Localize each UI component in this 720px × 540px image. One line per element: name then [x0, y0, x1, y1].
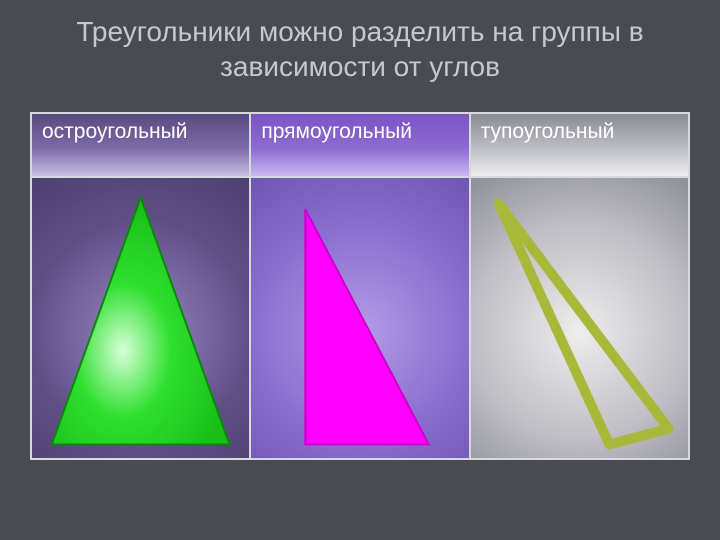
col-header-obtuse: тупоугольный	[470, 113, 689, 177]
slide: Треугольники можно разделить на группы в…	[0, 0, 720, 540]
obtuse-triangle-icon	[471, 178, 688, 458]
col-header-right: прямоугольный	[250, 113, 469, 177]
table-header-row: остроугольный прямоугольный тупоугольный	[31, 113, 689, 177]
cell-acute	[31, 177, 250, 459]
cell-right	[250, 177, 469, 459]
col-header-acute: остроугольный	[31, 113, 250, 177]
right-triangle-icon	[251, 178, 468, 458]
acute-triangle-icon	[32, 178, 249, 458]
triangle-table: остроугольный прямоугольный тупоугольный	[30, 112, 690, 460]
cell-obtuse	[470, 177, 689, 459]
page-title: Треугольники можно разделить на группы в…	[20, 0, 700, 84]
table-body-row	[31, 177, 689, 459]
